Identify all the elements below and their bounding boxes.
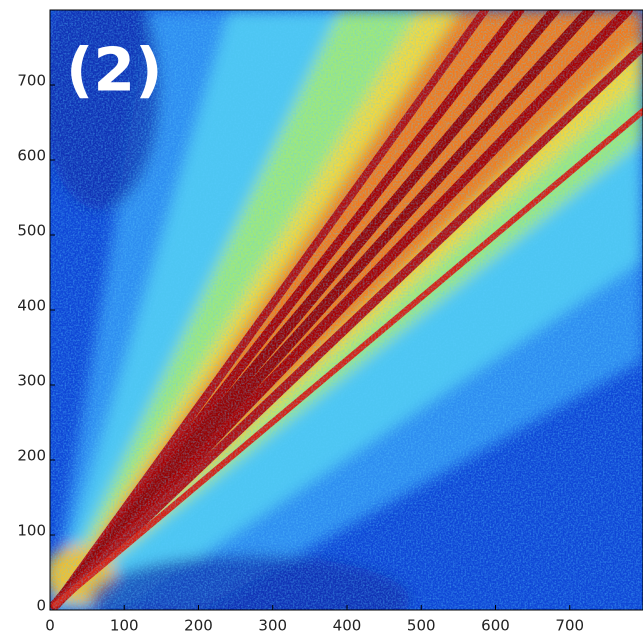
y-tick-label: 400 [17,297,46,315]
y-tick-label: 0 [36,597,46,615]
x-tick-label: 0 [45,617,55,635]
heatmap [50,10,643,610]
x-tick-label: 500 [407,617,436,635]
y-tick-label: 700 [17,72,46,90]
y-tick-label: 600 [17,147,46,165]
y-tick-label: 500 [17,222,46,240]
x-tick-label: 700 [555,617,584,635]
x-tick-label: 400 [333,617,362,635]
y-tick-label: 300 [17,372,46,390]
x-tick-label: 600 [481,617,510,635]
x-tick-label: 200 [184,617,213,635]
x-tick-label: 300 [258,617,287,635]
y-tick-label: 100 [17,522,46,540]
annotation: (2) [66,36,163,106]
x-tick-label: 100 [110,617,139,635]
y-tick-label: 200 [17,447,46,465]
